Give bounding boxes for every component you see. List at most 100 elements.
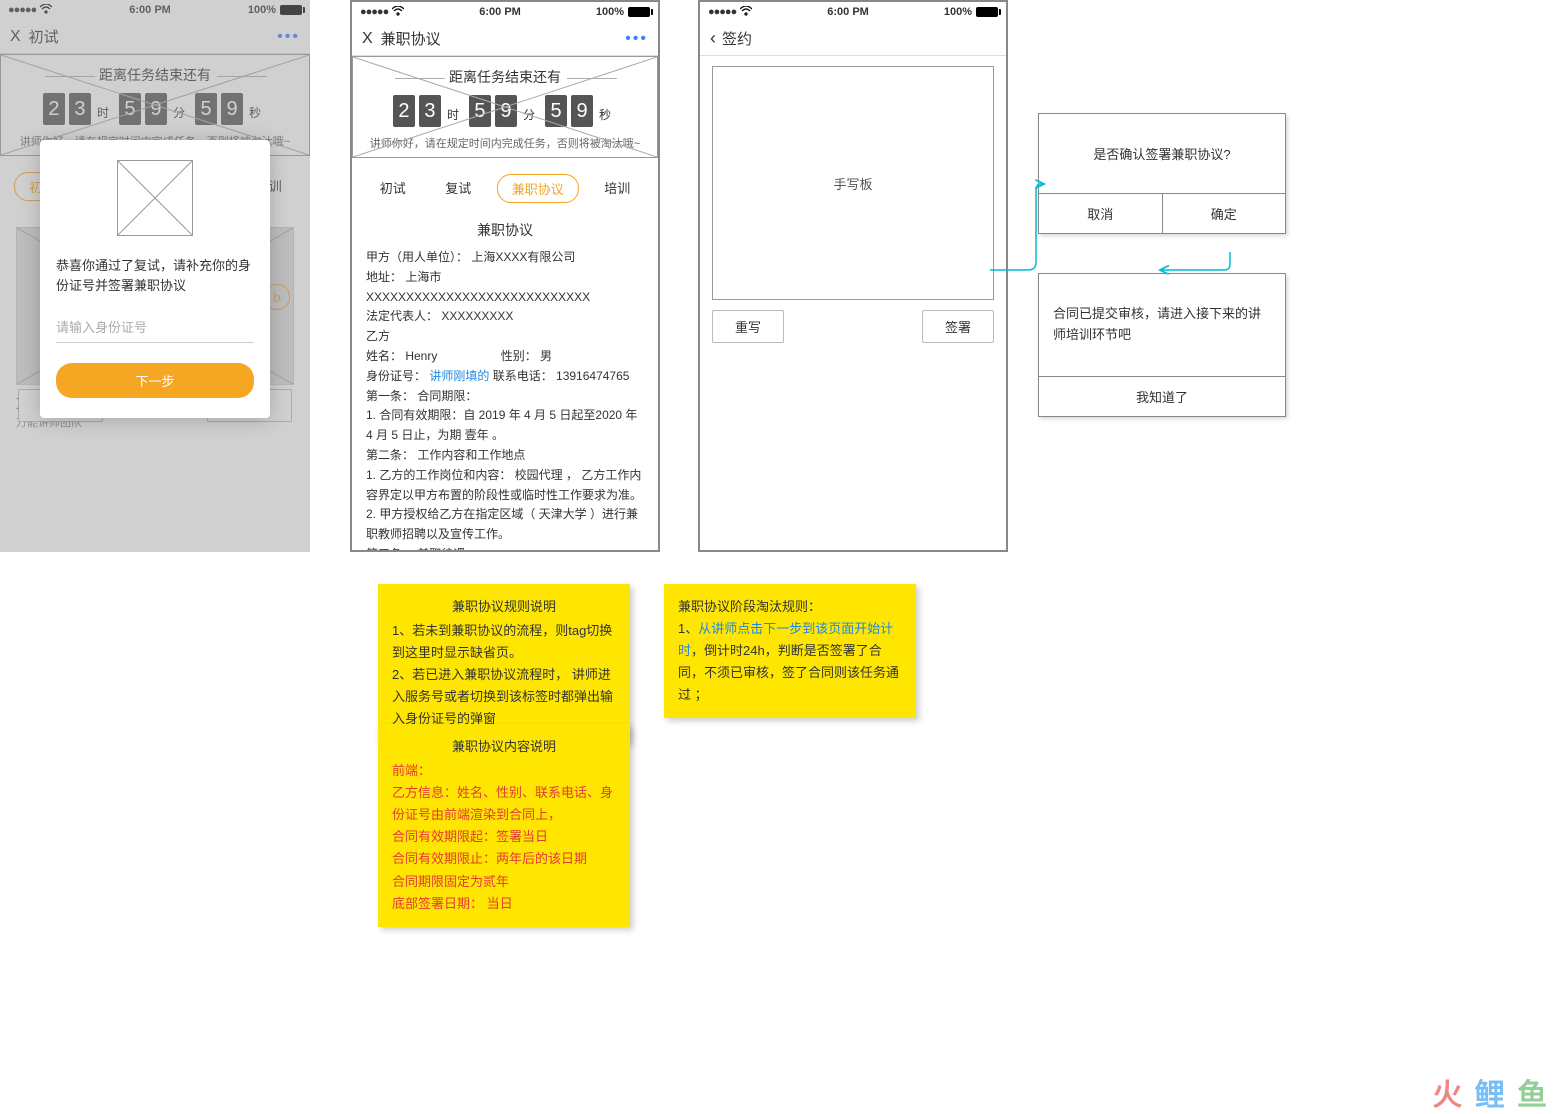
digit: 9: [495, 95, 517, 127]
digit: 3: [419, 95, 441, 127]
agreement-line: 乙方: [366, 327, 644, 347]
note-line: 底部签署日期： 当日: [392, 893, 616, 915]
note-line: 1、若未到兼职协议的流程，则tag切换到这里时显示缺省页。: [392, 620, 616, 664]
nav-bar: ‹ 签约: [700, 22, 1006, 56]
status-bar: ●●●●● 6:00 PM 100%: [352, 2, 658, 22]
digit: 5: [545, 95, 567, 127]
gender-label: 性别： 男: [501, 349, 552, 363]
agreement-line: 第二条： 工作内容和工作地点: [366, 446, 644, 466]
countdown-note: 讲师你好，请在规定时间内完成任务，否则将被淘汰哦~: [353, 135, 657, 151]
agreement-line: 甲方（用人单位）： 上海XXXX有限公司: [366, 248, 644, 268]
tabs: 初试 复试 兼职协议 培训: [352, 158, 658, 219]
note-line: 合同期限固定为贰年: [392, 871, 616, 893]
modal-next-button[interactable]: 下一步: [56, 363, 254, 398]
note-title: 兼职协议规则说明: [392, 596, 616, 618]
watermark: 火 鲤 鱼: [1432, 1070, 1549, 1114]
agreement-line: 第一条： 合同期限：: [366, 387, 644, 407]
cancel-button[interactable]: 取消: [1039, 194, 1162, 233]
agreement-line: 法定代表人： XXXXXXXXX: [366, 307, 644, 327]
countdown-title: 距离任务结束还有: [353, 67, 657, 87]
digit: 5: [469, 95, 491, 127]
digit: 2: [393, 95, 415, 127]
nav-title: 签约: [722, 28, 752, 49]
popup-buttons: 我知道了: [1039, 376, 1285, 416]
agreement-line: 2. 甲方授权给乙方在指定区域（ 天津大学 ）进行兼职教师招聘以及宣传工作。: [366, 505, 644, 545]
watermark-char: 鱼: [1517, 1079, 1549, 1112]
popup-buttons: 取消 确定: [1039, 193, 1285, 233]
countdown-box: 距离任务结束还有 2 3 时 5 9 分 5 9 秒 讲师你好，请在规定时间内完…: [352, 56, 658, 158]
note-content: 兼职协议内容说明 前端： 乙方信息：姓名、性别、联系电话、身份证号由前端渲染到合…: [378, 724, 630, 927]
note-title: 兼职协议内容说明: [392, 736, 616, 758]
popup-body: 合同已提交审核，请进入接下来的讲师培训环节吧: [1039, 274, 1285, 376]
digit: 9: [571, 95, 593, 127]
note-line: 前端：: [392, 760, 616, 782]
tab-review[interactable]: 复试: [431, 174, 485, 203]
name-label: 姓名： Henry: [366, 349, 437, 363]
popup-body: 是否确认签署兼职协议?: [1039, 114, 1285, 193]
rewrite-button[interactable]: 重写: [712, 310, 784, 343]
back-icon[interactable]: ‹: [710, 28, 716, 49]
note-text: ，倒计时24h，判断是否签署了合同，不须已审核，签了合同则该任务通过 ；: [678, 643, 899, 702]
note-line: 1、从讲师点击下一步到该页面开始计时，倒计时24h，判断是否签署了合同，不须已审…: [678, 618, 902, 706]
watermark-char: 鲤: [1475, 1079, 1507, 1112]
battery-icon: [976, 7, 998, 17]
phone-3: ●●●●● 6:00 PM 100% ‹ 签约 手写板 重写 签署: [698, 0, 1008, 552]
note-elimination: 兼职协议阶段淘汰规则： 1、从讲师点击下一步到该页面开始计时，倒计时24h，判断…: [664, 584, 916, 718]
close-icon[interactable]: X: [362, 30, 373, 48]
signature-pad[interactable]: 手写板: [712, 66, 994, 300]
wifi-icon: [740, 6, 752, 19]
sign-buttons: 重写 签署: [700, 310, 1006, 343]
note-rules: 兼职协议规则说明 1、若未到兼职协议的流程，则tag切换到这里时显示缺省页。 2…: [378, 584, 630, 743]
submitted-popup: 合同已提交审核，请进入接下来的讲师培训环节吧 我知道了: [1038, 273, 1286, 417]
tab-training[interactable]: 培训: [590, 174, 644, 203]
phone-1: ●●●●● 6:00 PM 100% X 初试 ••• 距离任务结束还有: [0, 0, 310, 552]
watermark-char: 火: [1432, 1079, 1464, 1112]
id-modal: 恭喜你通过了复试，请补充你的身份证号并签署兼职协议 请输入身份证号 下一步: [40, 140, 270, 418]
id-label: 身份证号：: [366, 369, 429, 383]
battery-percent: 100%: [596, 6, 624, 18]
id-input[interactable]: 请输入身份证号: [56, 311, 254, 343]
modal-image-placeholder: [117, 160, 193, 236]
status-time: 6:00 PM: [827, 6, 869, 18]
note-line: 乙方信息：姓名、性别、联系电话、身份证号由前端渲染到合同上，: [392, 782, 616, 826]
note-line: 合同有效期限起：签署当日: [392, 826, 616, 848]
agreement-body: 兼职协议 甲方（用人单位）： 上海XXXX有限公司 地址： 上海市XXXXXXX…: [352, 219, 658, 552]
status-time: 6:00 PM: [479, 6, 521, 18]
countdown-digits: 2 3 时 5 9 分 5 9 秒: [353, 95, 657, 127]
unit-min: 分: [523, 106, 535, 123]
note-line: 2、若已进入兼职协议流程时， 讲师进入服务号或者切换到该标签时都弹出输入身份证号…: [392, 664, 616, 730]
note-title: 兼职协议阶段淘汰规则：: [678, 596, 902, 618]
status-bar: ●●●●● 6:00 PM 100%: [700, 2, 1006, 22]
signal-icon: ●●●●●: [360, 6, 388, 18]
pad-label: 手写板: [833, 174, 872, 193]
agreement-line: 身份证号： 讲师刚填的 联系电话： 13916474765: [366, 367, 644, 387]
canvas: ●●●●● 6:00 PM 100% X 初试 ••• 距离任务结束还有: [0, 0, 1553, 1114]
note-text: 1、: [678, 621, 698, 636]
id-value-highlight: 讲师刚填的: [429, 369, 489, 383]
more-icon[interactable]: •••: [625, 30, 648, 48]
signal-icon: ●●●●●: [708, 6, 736, 18]
phone-label: 联系电话： 13916474765: [489, 369, 629, 383]
battery-icon: [628, 7, 650, 17]
wifi-icon: [392, 6, 404, 19]
nav-title: 兼职协议: [381, 28, 441, 49]
agreement-line: 第三条： 兼职待遇: [366, 545, 644, 552]
tab-initial[interactable]: 初试: [366, 174, 420, 203]
modal-text: 恭喜你通过了复试，请补充你的身份证号并签署兼职协议: [56, 256, 254, 295]
agreement-line: 1. 乙方的工作岗位和内容： 校园代理 ， 乙方工作内容界定以甲方布置的阶段性或…: [366, 466, 644, 506]
sign-button[interactable]: 签署: [922, 310, 994, 343]
agreement-line: 姓名： Henry 性别： 男: [366, 347, 644, 367]
agreement-title: 兼职协议: [366, 219, 644, 242]
unit-sec: 秒: [599, 106, 611, 123]
phone-2: ●●●●● 6:00 PM 100% X 兼职协议 ••• 距离任务结束还有 2…: [350, 0, 660, 552]
tab-agreement[interactable]: 兼职协议: [497, 174, 579, 203]
battery-percent: 100%: [944, 6, 972, 18]
agreement-line: 1. 合同有效期限：自 2019 年 4 月 5 日起至2020 年 4 月 5…: [366, 406, 644, 446]
agreement-line: 地址： 上海市XXXXXXXXXXXXXXXXXXXXXXXXXXXX: [366, 268, 644, 308]
nav-bar: X 兼职协议 •••: [352, 22, 658, 56]
ok-button[interactable]: 我知道了: [1039, 377, 1285, 416]
unit-hour: 时: [447, 106, 459, 123]
confirm-button[interactable]: 确定: [1162, 194, 1286, 233]
note-line: 合同有效期限止：两年后的该日期: [392, 848, 616, 870]
confirm-popup: 是否确认签署兼职协议? 取消 确定: [1038, 113, 1286, 234]
